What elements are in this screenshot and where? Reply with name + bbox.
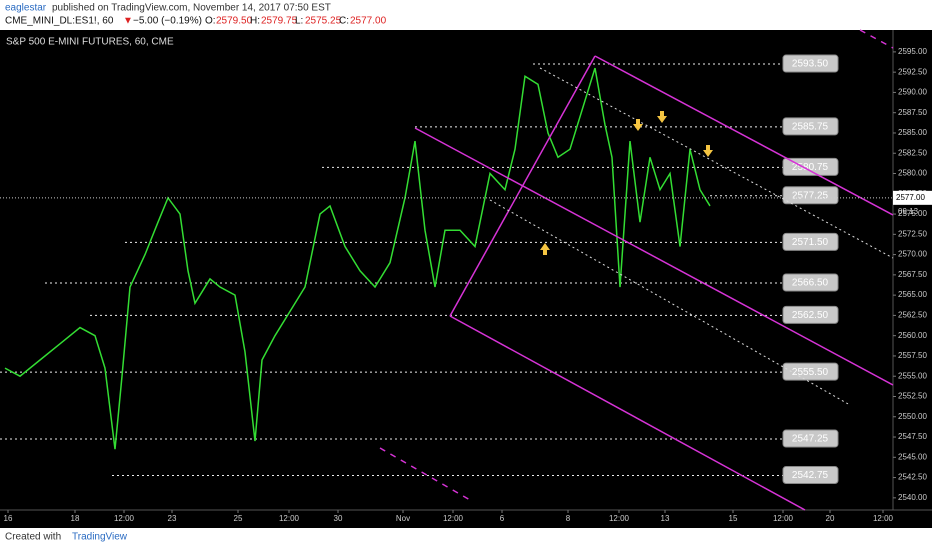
x-tick-label: 20 bbox=[826, 514, 835, 523]
x-tick-label: 12:00 bbox=[609, 514, 630, 523]
chart-area bbox=[0, 30, 932, 528]
y-tick-label: 2545.00 bbox=[898, 452, 927, 461]
pitchfork-line bbox=[449, 315, 806, 511]
pitchfork-line bbox=[414, 127, 894, 386]
last-price-label: 2577.00 bbox=[896, 193, 925, 202]
x-tick-label: 25 bbox=[234, 514, 243, 523]
level-box bbox=[782, 305, 839, 324]
arrows bbox=[540, 111, 713, 255]
pitchfork bbox=[379, 29, 894, 511]
y-tick-label: 2562.50 bbox=[898, 311, 927, 320]
y-tick-label: 2565.00 bbox=[898, 290, 927, 299]
y-tick-label: 2552.50 bbox=[898, 392, 927, 401]
chart-title: S&P 500 E-MINI FUTURES, 60, CME bbox=[6, 37, 174, 48]
close: 2577.00 bbox=[350, 16, 387, 27]
level-label: 2562.50 bbox=[792, 310, 829, 321]
level-box bbox=[782, 157, 839, 176]
level-box bbox=[782, 232, 839, 251]
x-tick-label: 15 bbox=[729, 514, 738, 523]
created-with: Created with bbox=[5, 532, 61, 543]
y-tick-label: 2572.50 bbox=[898, 229, 927, 238]
open-label: O: bbox=[205, 16, 216, 27]
x-tick-label: 16 bbox=[4, 514, 13, 523]
low-label: L: bbox=[295, 16, 303, 27]
y-tick-label: 2567.50 bbox=[898, 270, 927, 279]
pitchfork-line bbox=[594, 55, 894, 216]
y-tick-label: 2555.00 bbox=[898, 371, 927, 380]
level-label: 2555.50 bbox=[792, 367, 829, 378]
published: published on TradingView.com, November 1… bbox=[52, 3, 331, 14]
y-tick-label: 2592.50 bbox=[898, 67, 927, 76]
y-tick-label: 2582.50 bbox=[898, 148, 927, 157]
y-tick-label: 2587.50 bbox=[898, 108, 927, 117]
brand[interactable]: TradingView bbox=[72, 532, 128, 543]
change-arrow: ▼ bbox=[123, 16, 133, 27]
level-label: 2542.75 bbox=[792, 470, 829, 481]
x-tick-label: 30 bbox=[334, 514, 343, 523]
arrow-down bbox=[657, 111, 667, 123]
y-tick-label: 2547.50 bbox=[898, 432, 927, 441]
y-tick-label: 2590.00 bbox=[898, 88, 927, 97]
x-tick-label: 6 bbox=[500, 514, 505, 523]
trend-line bbox=[539, 67, 894, 259]
y-tick-label: 2550.00 bbox=[898, 412, 927, 421]
x-tick-label: 12:00 bbox=[773, 514, 794, 523]
y-tick-label: 2540.00 bbox=[898, 493, 927, 502]
level-label: 2585.75 bbox=[792, 122, 829, 133]
user[interactable]: eaglestar bbox=[5, 3, 47, 14]
level-box bbox=[782, 54, 839, 73]
level-box bbox=[782, 273, 839, 292]
level-label: 2547.25 bbox=[792, 434, 829, 445]
y-tick-label: 2585.00 bbox=[898, 128, 927, 137]
plot: 2593.50 2585.75 2580.75 2577.25 2571.50 2566.… bbox=[0, 54, 839, 485]
x-tick-label: 13 bbox=[661, 514, 670, 523]
level-label: 2593.50 bbox=[792, 59, 829, 70]
x-tick-label: 23 bbox=[168, 514, 177, 523]
high: 2579.75 bbox=[261, 16, 298, 27]
close-label: C: bbox=[339, 16, 349, 27]
last-price-box bbox=[893, 190, 932, 205]
x-tick-label: 12:00 bbox=[279, 514, 300, 523]
y-tick-label: 2580.00 bbox=[898, 169, 927, 178]
level-label: 2580.75 bbox=[792, 162, 829, 173]
arrow-down bbox=[703, 145, 713, 157]
arrow-down bbox=[633, 119, 643, 131]
change: −5.00 (−0.19%) bbox=[133, 16, 202, 27]
y-tick-label: 2595.00 bbox=[898, 47, 927, 56]
y-tick-label: 2560.00 bbox=[898, 331, 927, 340]
arrow-up bbox=[540, 243, 550, 255]
x-tick-label: 8 bbox=[566, 514, 571, 523]
level-box bbox=[782, 466, 839, 485]
level-label: 2577.25 bbox=[792, 190, 829, 201]
price-line bbox=[4, 67, 711, 450]
pitchfork-line bbox=[379, 447, 471, 501]
low: 2575.25 bbox=[305, 16, 342, 27]
open: 2579.50 bbox=[216, 16, 253, 27]
level-box bbox=[782, 429, 839, 448]
y-tick-label: 2557.50 bbox=[898, 351, 927, 360]
level-label: 2566.50 bbox=[792, 278, 829, 289]
x-tick-label: Nov bbox=[396, 514, 410, 523]
symbol: CME_MINI_DL:ES1!, 60 bbox=[5, 16, 114, 27]
level-box bbox=[782, 186, 839, 205]
y-tick-label: 2575.00 bbox=[898, 209, 927, 218]
x-tick-label: 12:00 bbox=[443, 514, 464, 523]
x-tick-label: 18 bbox=[71, 514, 80, 523]
trend-line bbox=[489, 199, 851, 406]
x-tick-label: 12:00 bbox=[873, 514, 894, 523]
countdown: 09:13 bbox=[898, 207, 919, 216]
high-label: H: bbox=[250, 16, 260, 27]
x-tick-label: 12:00 bbox=[114, 514, 135, 523]
trend-lines bbox=[489, 67, 894, 406]
y-tick-label: 2542.50 bbox=[898, 473, 927, 482]
y-tick-label: 2570.00 bbox=[898, 250, 927, 259]
level-label: 2571.50 bbox=[792, 237, 829, 248]
level-box bbox=[782, 362, 839, 381]
level-box bbox=[782, 117, 839, 136]
